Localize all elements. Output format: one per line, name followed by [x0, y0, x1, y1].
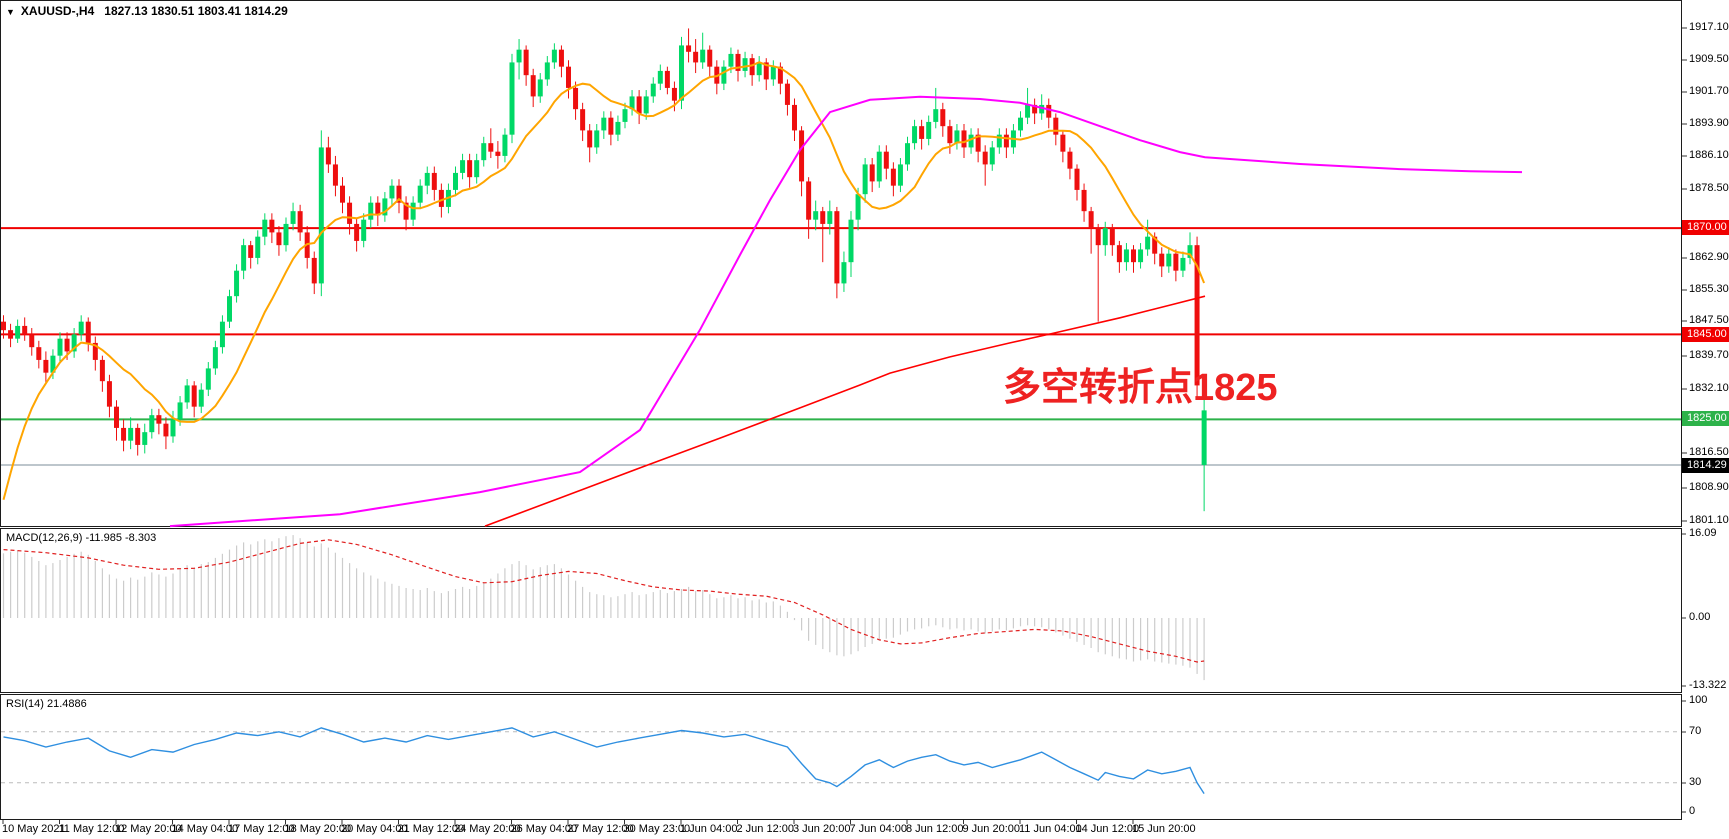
time-axis-label: 11 Jun 04:00 — [1019, 823, 1082, 835]
price-tick-label: 1839.70 — [1689, 349, 1729, 361]
price-tick-label: 1917.10 — [1689, 21, 1729, 33]
price-level-badge: 1814.29 — [1682, 458, 1729, 473]
time-axis-label: 2 Jun 12:00 — [736, 823, 795, 835]
macd-indicator-label: MACD(12,26,9) -11.985 -8.303 — [6, 532, 157, 544]
macd-scale-label: -13.322 — [1689, 679, 1727, 691]
price-tick-label: 1878.50 — [1689, 182, 1729, 194]
chart-title: ▼ XAUUSD-,H4 1827.13 1830.51 1803.41 1814.… — [6, 4, 288, 18]
time-axis-label: 14 Jun 12:00 — [1075, 823, 1140, 835]
price-tick-label: 1901.70 — [1689, 85, 1729, 97]
price-tick-label: 1893.90 — [1689, 117, 1729, 129]
time-axis-label: 26 May 04:00 — [510, 823, 578, 835]
time-axis-label: 11 May 12:00 — [58, 823, 125, 835]
price-level-badge: 1870.00 — [1682, 220, 1729, 235]
time-axis-label: 1 Jun 04:00 — [680, 823, 738, 835]
symbol-dropdown-icon[interactable]: ▼ — [6, 7, 15, 17]
time-axis-label: 30 May 23:00 — [623, 823, 691, 835]
price-level-badge: 1825.00 — [1682, 411, 1729, 426]
price-tick-label: 1847.50 — [1689, 314, 1729, 326]
macd-scale-label: 0.00 — [1689, 611, 1711, 623]
rsi-scale-label: 30 — [1689, 776, 1702, 788]
time-axis-label: 21 May 12:00 — [397, 823, 465, 835]
price-tick-label: 1816.50 — [1689, 446, 1729, 458]
rsi-scale-label: 70 — [1689, 725, 1702, 737]
time-axis-label: 17 May 12:00 — [228, 823, 295, 835]
time-axis-label: 15 Jun 20:00 — [1132, 823, 1196, 835]
time-axis-label: 7 Jun 04:00 — [849, 823, 908, 835]
time-axis-label: 8 Jun 12:00 — [906, 823, 964, 835]
price-tick-label: 1808.90 — [1689, 481, 1729, 493]
time-axis-label: 20 May 04:00 — [341, 823, 408, 835]
price-tick-label: 1855.30 — [1689, 283, 1729, 295]
rsi-indicator-label: RSI(14) 21.4886 — [6, 698, 87, 710]
rsi-panel[interactable] — [0, 694, 1682, 820]
symbol-period-label: XAUUSD-,H4 — [20, 4, 95, 18]
time-axis-label: 9 Jun 20:00 — [962, 823, 1021, 835]
price-tick-label: 1909.50 — [1689, 53, 1729, 65]
time-axis-label: 10 May 2021 — [2, 823, 66, 835]
macd-scale-label: 16.09 — [1689, 527, 1717, 539]
price-chart-panel[interactable] — [0, 0, 1682, 527]
price-tick-label: 1801.10 — [1689, 514, 1729, 526]
price-level-badge: 1845.00 — [1682, 327, 1729, 342]
time-axis-label: 27 May 12:00 — [567, 823, 634, 835]
chart-text-annotation: 多空转折点1825 — [1003, 367, 1278, 409]
time-axis-label: 3 Jun 20:00 — [793, 823, 851, 835]
price-tick-label: 1862.90 — [1689, 251, 1729, 263]
price-tick-label: 1832.10 — [1689, 382, 1729, 394]
macd-panel[interactable] — [0, 528, 1682, 693]
ohlc-values-label: 1827.13 1830.51 1803.41 1814.29 — [104, 4, 288, 18]
rsi-scale-label: 100 — [1689, 694, 1708, 706]
time-axis-label: 12 May 20:00 — [115, 823, 182, 835]
time-axis-label: 24 May 20:00 — [454, 823, 521, 835]
price-tick-label: 1886.10 — [1689, 149, 1729, 161]
time-axis-label: 14 May 04:00 — [171, 823, 239, 835]
rsi-scale-label: 0 — [1689, 805, 1696, 817]
time-axis-label: 18 May 20:00 — [284, 823, 352, 835]
